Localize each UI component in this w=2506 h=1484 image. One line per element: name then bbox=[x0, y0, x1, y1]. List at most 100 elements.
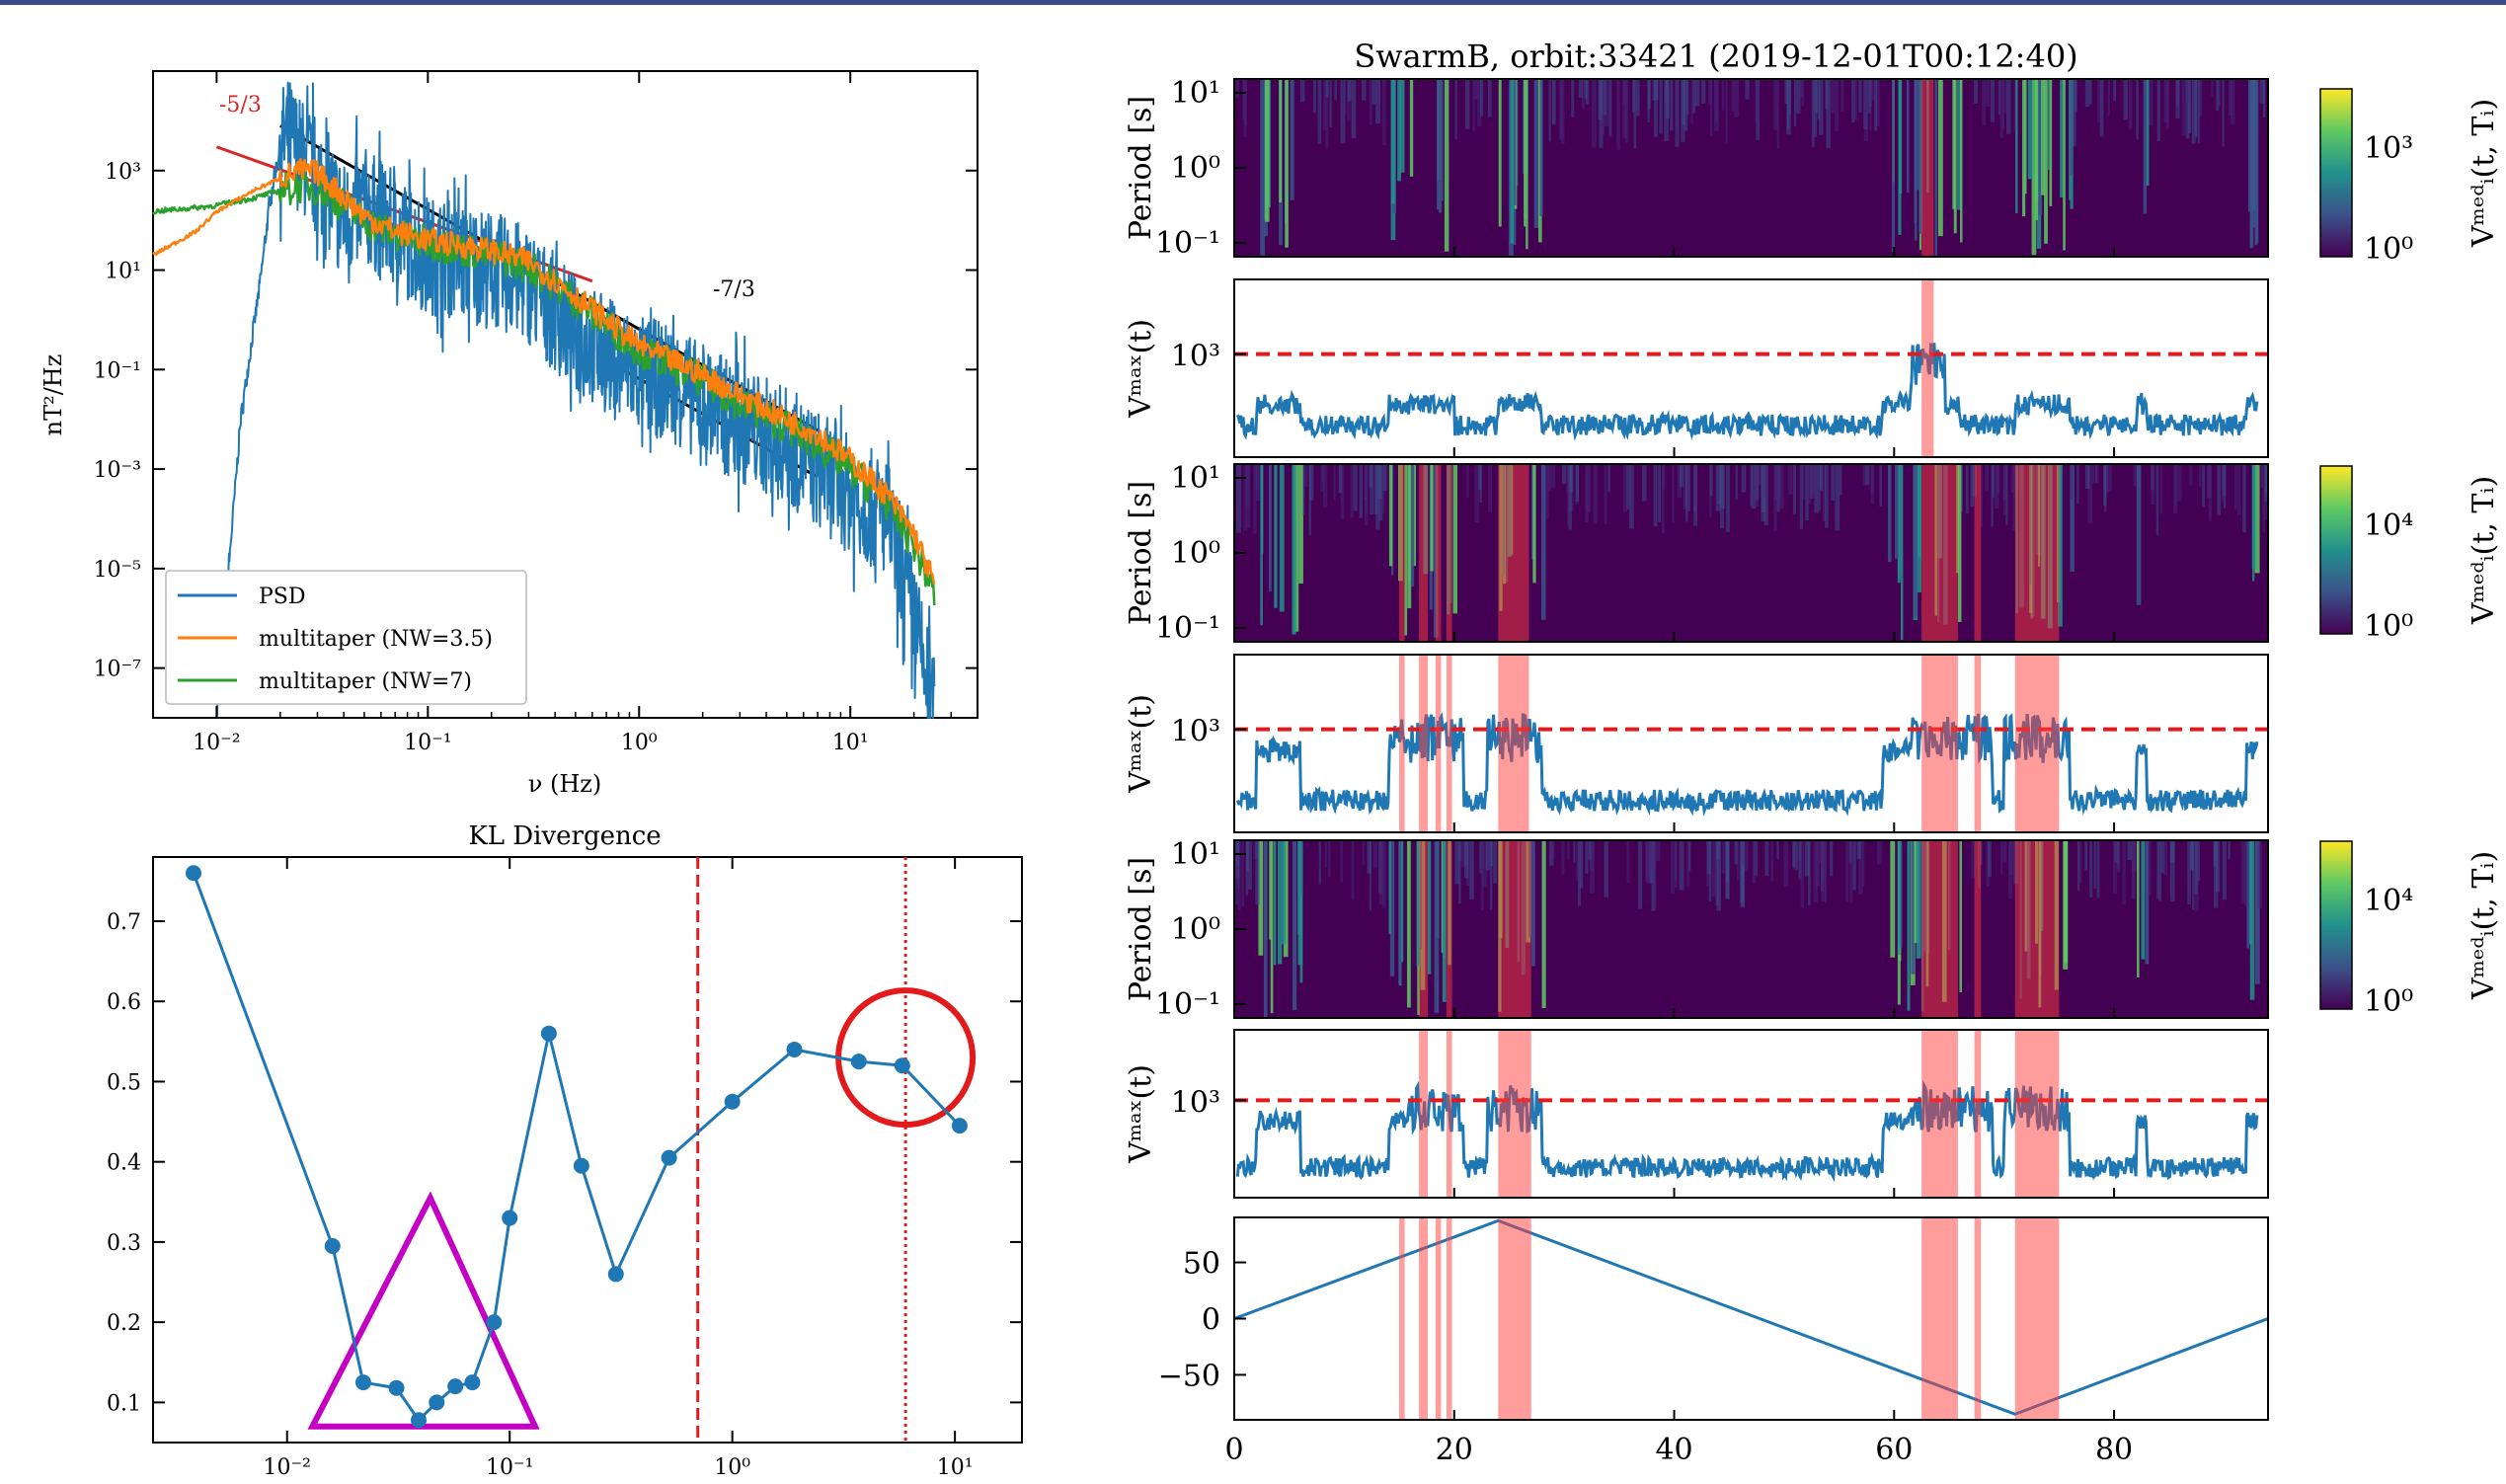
swarm-panel-5: 10³ Vᵐᵃˣ(t) bbox=[1124, 1029, 2269, 1199]
spectrogram-streak bbox=[1734, 840, 1738, 865]
spectrogram-streak bbox=[2151, 464, 2155, 506]
spectrogram-streak bbox=[2252, 79, 2257, 228]
spectrogram-streak bbox=[2143, 79, 2148, 214]
swarm-colorbars: 10³ 10⁰ Vᵐᵉᵈᵢ(t, Tᵢ) 10⁴ 10⁰ Vᵐᵉᵈᵢ(t, Tᵢ) 10⁴ 1… bbox=[2319, 88, 2501, 1019]
spectrogram-streak bbox=[1258, 840, 1264, 956]
spectrogram-streak bbox=[1745, 79, 1750, 100]
spectrogram-streak bbox=[1741, 464, 1747, 493]
kl-point-17 bbox=[894, 1057, 910, 1074]
spectrogram-streak bbox=[1721, 840, 1726, 874]
event-interval bbox=[1921, 655, 1958, 832]
spectrogram-streak bbox=[1616, 79, 1620, 150]
spectrogram-streak bbox=[1598, 79, 1603, 120]
event-interval bbox=[1446, 1217, 1452, 1420]
spectrogram-streak bbox=[2262, 464, 2265, 533]
spectrogram-streak bbox=[2027, 79, 2033, 180]
spectrogram-streak bbox=[1830, 79, 1836, 114]
spectrogram-streak bbox=[1863, 79, 1868, 142]
spectrogram-streak bbox=[1653, 464, 1658, 527]
spectrogram-streak bbox=[1438, 79, 1443, 213]
spectrogram-streak bbox=[1740, 840, 1745, 902]
spectrogram-streak bbox=[2249, 840, 2255, 1000]
spectrogram-streak bbox=[1849, 840, 1853, 903]
spectrogram-streak bbox=[1752, 840, 1757, 884]
spectrogram-streak bbox=[1279, 464, 1285, 612]
kl-point-1 bbox=[324, 1237, 341, 1254]
kl-point-14 bbox=[724, 1093, 741, 1110]
spectrogram-streak bbox=[1539, 79, 1543, 217]
spectrogram-streak bbox=[1985, 79, 1991, 107]
spectrogram-streak bbox=[1561, 464, 1567, 485]
spectrogram-streak bbox=[1283, 840, 1289, 958]
spectrogram-streak bbox=[1679, 464, 1684, 488]
swarm-xtick-label-0: 0 bbox=[1224, 1433, 1243, 1467]
spectrogram-streak bbox=[2185, 79, 2190, 139]
spectrogram-streak bbox=[2197, 79, 2201, 143]
spectrogram-streak bbox=[1934, 79, 1938, 256]
latitude-line bbox=[1233, 1218, 2269, 1416]
spectrogram-streak bbox=[1269, 840, 1272, 940]
spectrogram-ytick-label: 10⁰ bbox=[1171, 912, 1220, 947]
colorbar-top-label-0: 10³ bbox=[2364, 131, 2413, 166]
spectrogram-streak bbox=[1890, 840, 1896, 958]
spectrogram-streak bbox=[2217, 464, 2222, 515]
spectrogram-streak bbox=[1897, 840, 1901, 956]
spectrogram-streak bbox=[1865, 464, 1870, 486]
spectrogram-streak bbox=[1734, 79, 1740, 117]
spectrogram-streak bbox=[1919, 79, 1923, 234]
spectrogram-streak bbox=[2228, 840, 2231, 860]
kl-highlight-triangle bbox=[307, 1191, 540, 1430]
spectrogram-streak bbox=[2141, 840, 2146, 960]
spectrogram-streak bbox=[1997, 79, 2001, 116]
spectrogram-streak bbox=[2160, 840, 2165, 873]
spectrogram-streak bbox=[1375, 79, 1381, 105]
spectrogram-streak bbox=[2044, 79, 2048, 244]
spectrogram-streak bbox=[1279, 79, 1283, 203]
spectrogram-streak bbox=[1559, 79, 1563, 140]
swarm-xtick-label-2: 40 bbox=[1655, 1433, 1692, 1467]
top-border-bar bbox=[0, 0, 2506, 5]
spectrogram-streak bbox=[1334, 79, 1337, 101]
spectrogram-streak bbox=[1717, 464, 1720, 503]
spectrogram-streak bbox=[1325, 79, 1329, 149]
spectrogram-streak bbox=[1686, 840, 1690, 888]
spectrogram-streak bbox=[2159, 464, 2163, 514]
spectrogram-streak bbox=[1784, 79, 1788, 104]
spectrogram-streak bbox=[1652, 840, 1657, 909]
spectrogram-streak bbox=[1685, 464, 1689, 520]
spectrogram-streak bbox=[2035, 79, 2039, 221]
spectrogram-streak bbox=[1869, 79, 1875, 101]
psd-legend-box bbox=[165, 570, 527, 705]
spectrogram-streak bbox=[2087, 464, 2093, 524]
event-interval bbox=[1921, 1217, 1958, 1420]
psd-annotation-73: -7/3 bbox=[713, 277, 755, 302]
event-interval bbox=[1498, 840, 1531, 1018]
spectrogram-streak bbox=[1545, 464, 1549, 519]
colorbar-bottom-label-0: 10⁰ bbox=[2364, 232, 2413, 267]
kl-xtick-label-0: 10⁻² bbox=[264, 1455, 311, 1480]
kl-xtick-label-3: 10¹ bbox=[937, 1455, 974, 1480]
spectrogram-streak bbox=[1526, 79, 1528, 250]
spectrogram-streak bbox=[1758, 464, 1762, 486]
spectrogram-streak bbox=[2072, 79, 2076, 147]
spectrogram-streak bbox=[1999, 79, 2004, 138]
spectrogram-streak bbox=[1672, 464, 1675, 523]
swarm-title: SwarmB, orbit:33421 (2019-12-01T00:12:40… bbox=[1354, 38, 2077, 75]
spectrogram-streak bbox=[1274, 464, 1278, 608]
event-interval bbox=[1446, 464, 1452, 642]
swarm-xtick-label-4: 80 bbox=[2095, 1433, 2133, 1467]
kl-title: KL Divergence bbox=[468, 821, 661, 851]
spectrogram-streak bbox=[2222, 79, 2225, 147]
spectrogram-streak bbox=[1861, 840, 1865, 887]
spectrogram-streak bbox=[2211, 79, 2214, 98]
spectrogram-streak bbox=[1430, 464, 1434, 572]
spectrogram-streak bbox=[1498, 79, 1502, 227]
spectrogram-streak bbox=[2000, 840, 2003, 875]
spectrogram-streak bbox=[1701, 79, 1706, 105]
spectrogram-streak bbox=[2187, 840, 2191, 904]
kl-point-8 bbox=[486, 1314, 503, 1331]
spectrogram-streak bbox=[1530, 840, 1535, 967]
spectrogram-streak bbox=[1576, 840, 1581, 881]
spectrogram-streak bbox=[1567, 464, 1570, 526]
